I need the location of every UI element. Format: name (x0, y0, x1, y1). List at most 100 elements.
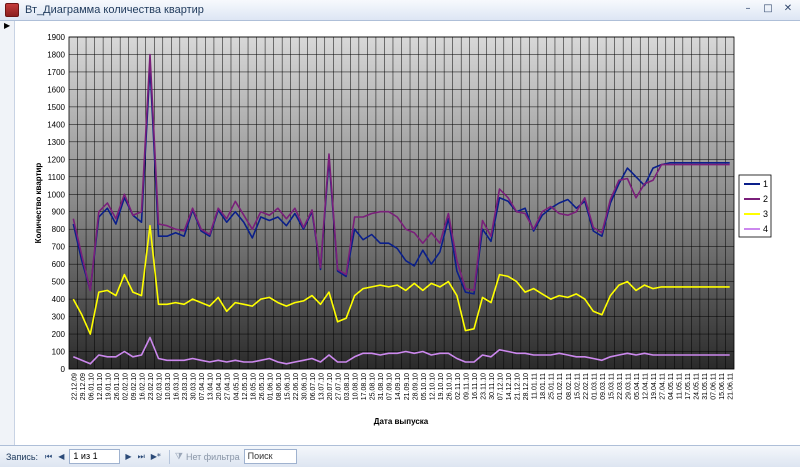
y-tick-label: 1200 (47, 155, 65, 164)
x-tick-label: 29.12.09 (80, 373, 87, 400)
x-tick-label: 01.03.11 (591, 373, 598, 400)
x-tick-label: 15.03.11 (608, 373, 615, 400)
y-axis-ticks: 0 100 200 300 400 500 600 700 800 900 1000 1100 1200… (47, 33, 65, 374)
x-tick-label: 23.03.10 (182, 373, 189, 400)
x-tick-label: 16.11.10 (472, 373, 479, 400)
x-tick-label: 12.05.10 (242, 373, 249, 400)
search-input[interactable]: Поиск (243, 449, 297, 464)
current-record-field[interactable]: 1 из 1 (69, 449, 121, 464)
x-tick-label: 15.06.10 (284, 373, 291, 400)
x-tick-label: 04.05.10 (233, 373, 240, 400)
series-line-4 (72, 336, 730, 365)
x-tick-label: 14.12.10 (506, 373, 513, 400)
x-tick-label: 15.02.11 (574, 373, 581, 400)
x-tick-label: 27.04.10 (225, 373, 232, 400)
x-tick-label: 19.04.11 (651, 373, 658, 400)
y-tick-label: 600 (52, 260, 66, 269)
first-record-button[interactable]: ⏮ (45, 451, 53, 461)
x-tick-label: 31.08.10 (378, 373, 385, 400)
legend-label-1: 1 (763, 179, 768, 189)
x-tick-label: 17.05.11 (685, 373, 692, 400)
x-tick-label: 01.02.11 (557, 373, 564, 400)
record-navigation-bar: Запись: ⏮ ◀ 1 из 1 ▶ ⏭ ▶* ⧩ Нет фильтра … (0, 445, 800, 467)
x-tick-label: 20.07.10 (327, 373, 334, 400)
x-tick-label: 21.06.11 (728, 373, 735, 400)
x-tick-label: 10.08.10 (353, 373, 360, 400)
y-tick-label: 1400 (47, 120, 65, 129)
x-tick-label: 27.04.11 (660, 373, 667, 400)
chart-area: 0 100 200 300 400 500 600 700 800 900 1000 1100 1200… (15, 21, 800, 445)
x-tick-label: 07.09.10 (387, 373, 394, 400)
x-tick-label: 24.05.11 (694, 373, 701, 400)
close-button[interactable]: ✕ (783, 3, 793, 14)
record-label: Запись: (6, 451, 39, 462)
filter-label: Нет фильтра (185, 451, 240, 462)
series-line-2 (72, 53, 730, 292)
x-tick-label: 20.04.10 (216, 373, 223, 400)
x-tick-label: 12.04.11 (642, 373, 649, 400)
x-tick-label: 07.04.10 (199, 373, 206, 400)
x-tick-label: 12.01.10 (97, 373, 104, 400)
minimize-button[interactable]: – (745, 3, 751, 14)
x-axis-label: Дата выпуска (374, 417, 429, 426)
x-tick-label: 11.01.11 (532, 373, 539, 399)
x-tick-label: 28.12.10 (523, 373, 530, 400)
y-tick-label: 1800 (47, 50, 65, 59)
x-tick-label: 19.10.10 (438, 373, 445, 400)
legend: 1 2 3 4 (738, 174, 772, 238)
y-tick-label: 1300 (47, 138, 65, 147)
x-tick-label: 18.01.11 (540, 373, 547, 400)
y-axis-label: Количество квартир (34, 163, 43, 244)
window-title: Вт_Диаграмма количества квартир (25, 4, 204, 16)
x-tick-label: 22.12.09 (71, 373, 78, 400)
window-controls: – □ ✕ (740, 2, 796, 16)
x-tick-label: 02.03.10 (157, 373, 164, 400)
y-tick-label: 800 (52, 225, 66, 234)
record-selector-strip[interactable]: ▶ (0, 21, 15, 445)
x-tick-label: 18.05.10 (250, 373, 257, 400)
series-line-3 (72, 224, 730, 335)
x-tick-label: 29.03.11 (625, 373, 632, 400)
filter-indicator[interactable]: ⧩ Нет фильтра (175, 452, 240, 462)
legend-label-4: 4 (763, 224, 768, 234)
x-tick-label: 05.04.11 (634, 373, 641, 400)
filter-icon: ⧩ (174, 451, 183, 462)
y-tick-label: 700 (52, 243, 66, 252)
current-record-arrow-icon: ▶ (4, 21, 11, 30)
x-tick-label: 30.03.10 (191, 373, 198, 400)
new-record-button[interactable]: ▶* (150, 452, 161, 461)
x-tick-label: 09.03.11 (600, 373, 607, 400)
y-tick-label: 0 (61, 365, 66, 374)
x-tick-label: 26.05.10 (259, 373, 266, 400)
last-record-button[interactable]: ⏭ (137, 451, 145, 461)
x-tick-label: 10.03.10 (165, 373, 172, 400)
maximize-button[interactable]: □ (763, 3, 773, 14)
x-tick-label: 22.02.11 (583, 373, 590, 400)
x-tick-label: 04.05.11 (668, 373, 675, 400)
x-tick-label: 22.03.11 (617, 373, 624, 400)
x-tick-label: 28.09.10 (412, 373, 419, 400)
x-tick-label: 09.02.10 (131, 373, 138, 400)
x-tick-label: 06.07.10 (310, 373, 317, 400)
x-tick-label: 26.01.10 (114, 373, 121, 400)
x-tick-label: 02.11.10 (455, 373, 462, 400)
y-tick-label: 200 (52, 330, 66, 339)
legend-label-2: 2 (763, 194, 768, 204)
x-tick-label: 11.05.11 (677, 373, 684, 399)
y-tick-label: 500 (52, 278, 66, 287)
y-tick-label: 300 (52, 313, 66, 322)
x-tick-label: 02.02.10 (122, 373, 129, 400)
x-tick-label: 25.01.11 (549, 373, 556, 400)
x-tick-label: 17.08.10 (361, 373, 368, 400)
x-tick-label: 15.06.11 (719, 373, 726, 400)
x-tick-label: 09.11.10 (463, 373, 470, 400)
window-titlebar: Вт_Диаграмма количества квартир – □ ✕ (0, 0, 800, 21)
series-line-1 (72, 65, 730, 295)
y-tick-label: 100 (52, 348, 66, 357)
x-tick-label: 27.07.10 (336, 373, 343, 400)
x-tick-label: 16.02.10 (139, 373, 146, 400)
y-tick-label: 1100 (48, 173, 66, 182)
previous-record-button[interactable]: ◀ (58, 452, 65, 461)
next-record-button[interactable]: ▶ (125, 452, 132, 461)
y-tick-label: 1000 (47, 190, 65, 199)
